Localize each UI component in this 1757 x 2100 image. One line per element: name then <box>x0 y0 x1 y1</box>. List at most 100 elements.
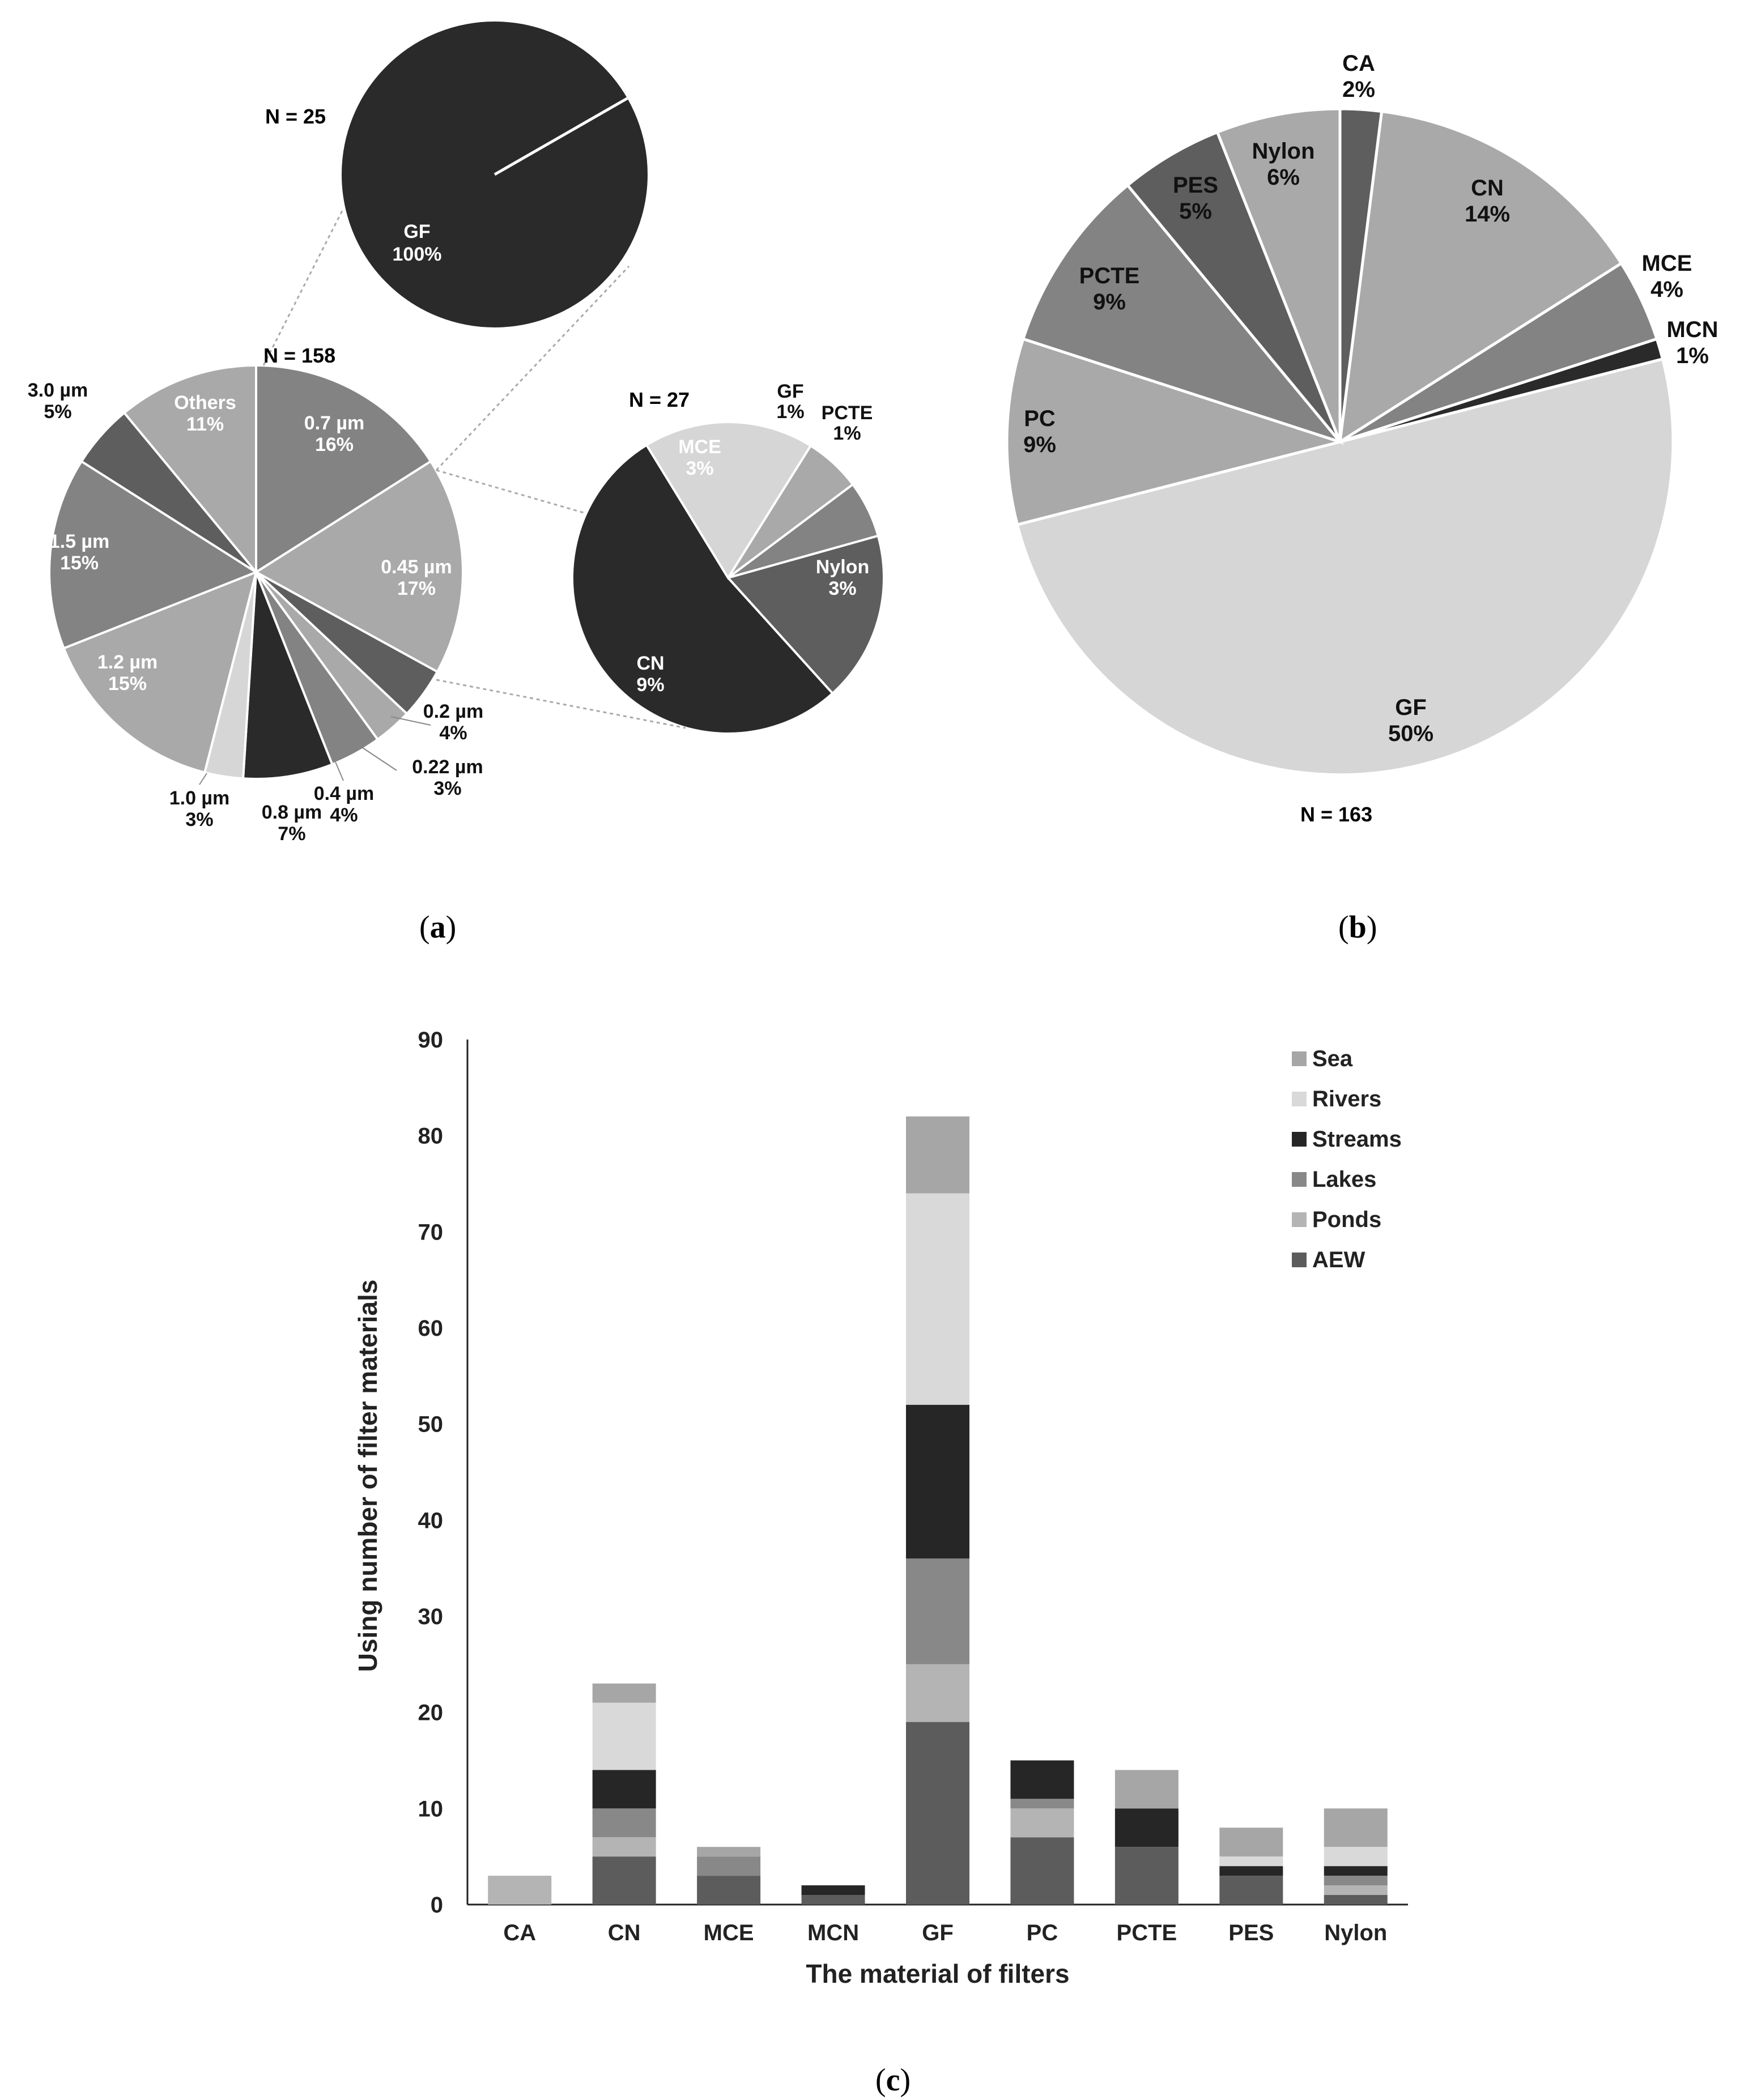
slice-pct-cn: 9% <box>636 674 664 696</box>
zoom-connectors <box>262 209 686 729</box>
slice-label-p045: 0.45 µm <box>381 556 452 578</box>
slice-b-nylon <box>1215 107 1342 442</box>
slice-label-pc: PC <box>1024 406 1056 431</box>
slice-a1-divider <box>494 96 630 176</box>
caption-c-letter: c <box>886 2063 900 2098</box>
caption-a-letter: a <box>430 910 446 945</box>
pie-b-n-label: N = 163 <box>1300 803 1372 826</box>
slice-label-p022: 0.22 µm <box>412 756 483 778</box>
slice-label-p02: 0.2 µm <box>423 701 484 722</box>
x-tick-label-gf: GF <box>922 1920 954 1945</box>
bar-cn-rivers <box>592 1702 656 1770</box>
y-tick-label-90: 90 <box>418 1028 444 1053</box>
slice-b-pc <box>1005 337 1345 527</box>
slice-label-gf: GF <box>1395 695 1427 720</box>
slice-label-cn: CN <box>1471 176 1504 201</box>
legend-label-ponds: Ponds <box>1312 1207 1381 1232</box>
slice-pct-p045: 17% <box>397 578 436 599</box>
x-axis-title: The material of filters <box>806 1959 1069 1988</box>
connector-line-2 <box>435 265 630 471</box>
slice-label-p15: 1.5 µm <box>49 531 110 552</box>
slice-label-p30: 3.0 µm <box>28 380 88 401</box>
bar-pes-aew <box>1219 1876 1283 1905</box>
y-tick-label-30: 30 <box>418 1604 444 1629</box>
slice-a2-nylon <box>726 534 885 695</box>
bar-cn-ponds <box>592 1837 656 1857</box>
slice-pct-gf: 1% <box>776 401 804 423</box>
x-tick-label-cn: CN <box>608 1920 641 1945</box>
bar-mce-sea <box>697 1847 761 1857</box>
legend-swatch-aew <box>1292 1253 1307 1267</box>
bar-nylon-sea <box>1324 1808 1388 1847</box>
slice-label-pes: PES <box>1173 173 1218 198</box>
bar-mcn-aew <box>801 1895 865 1905</box>
slice-label-pcte: PCTE <box>1079 263 1140 288</box>
slice-pct-p12: 15% <box>108 673 147 695</box>
leader-line-p02 <box>390 716 431 726</box>
slice-label-p04: 0.4 µm <box>314 783 375 804</box>
connector-line-1 <box>262 209 344 366</box>
bar-pes-sea <box>1219 1828 1283 1857</box>
bar-gf-sea <box>906 1116 969 1194</box>
slice-b-cn <box>1338 109 1623 445</box>
y-tick-label-60: 60 <box>418 1316 444 1341</box>
slice-pct-p30: 5% <box>44 401 71 423</box>
slice-label-mce: MCE <box>1642 251 1692 276</box>
slice-label-gf: GF <box>403 221 430 242</box>
slice-pct-mcn: 1% <box>1676 343 1709 368</box>
x-tick-label-pes: PES <box>1228 1920 1274 1945</box>
bar-cn-lakes <box>592 1808 656 1838</box>
x-tick-label-pcte: PCTE <box>1117 1920 1177 1945</box>
slice-a-oth <box>122 364 257 576</box>
slice-pct-gf: 100% <box>393 244 442 265</box>
slice-pct-p02: 4% <box>439 722 467 744</box>
caption-a: (a) <box>419 910 456 945</box>
legend-swatch-streams <box>1292 1132 1307 1147</box>
slice-label-gf: GF <box>777 381 803 402</box>
bar-mcn-streams <box>801 1885 865 1895</box>
slice-pct-ca: 2% <box>1342 77 1375 102</box>
slice-pct-pc: 9% <box>1023 432 1056 457</box>
legend-label-lakes: Lakes <box>1312 1167 1376 1192</box>
bar-cn-aew <box>592 1856 656 1905</box>
slice-pct-p10: 3% <box>185 809 213 830</box>
slice-pct-pcte: 9% <box>1093 289 1126 314</box>
slice-pct-gf: 50% <box>1388 721 1433 746</box>
y-tick-label-40: 40 <box>418 1508 444 1533</box>
bar-pcte-streams <box>1114 1808 1179 1847</box>
leader-line-p04 <box>335 761 344 781</box>
slice-b-pes <box>1125 130 1342 443</box>
leader-line-p022 <box>362 747 397 771</box>
slice-label-mcn: MCN <box>1666 317 1718 342</box>
slice-label-p08: 0.8 µm <box>262 802 322 823</box>
bar-gf-ponds <box>906 1664 969 1722</box>
bar-gf-lakes <box>906 1558 969 1664</box>
legend-label-sea: Sea <box>1312 1046 1353 1071</box>
slice-pct-mce: 4% <box>1650 277 1683 302</box>
caption-b: (b) <box>1338 910 1377 945</box>
connector-line-3 <box>436 469 584 514</box>
y-tick-label-50: 50 <box>418 1412 444 1437</box>
bar-ca-ponds <box>488 1876 552 1905</box>
bar-gf-aew <box>906 1722 969 1905</box>
slice-label-ca: CA <box>1342 51 1375 76</box>
bar-nylon-streams <box>1324 1866 1388 1876</box>
bar-nylon-lakes <box>1324 1876 1388 1886</box>
x-tick-label-mcn: MCN <box>807 1920 859 1945</box>
bar-nylon-aew <box>1324 1895 1388 1905</box>
slice-pct-p04: 4% <box>330 804 358 826</box>
y-tick-label-20: 20 <box>418 1701 444 1726</box>
connector-line-4 <box>436 679 686 729</box>
bar-cn-streams <box>592 1770 656 1809</box>
slice-b-gf <box>1015 357 1675 777</box>
bar-pc-streams <box>1010 1760 1074 1799</box>
bar-mce-aew <box>697 1876 761 1905</box>
legend-swatch-sea <box>1292 1051 1307 1066</box>
stacked-bar-chart-c: 0 10 20 30 40 50 60 70 80 90 CA CN MCE MCN GF PC PCTE PES… <box>418 1028 1408 1945</box>
bar-gf-streams <box>906 1404 969 1559</box>
bar-pes-streams <box>1219 1866 1283 1876</box>
bar-pcte-sea <box>1114 1770 1179 1809</box>
